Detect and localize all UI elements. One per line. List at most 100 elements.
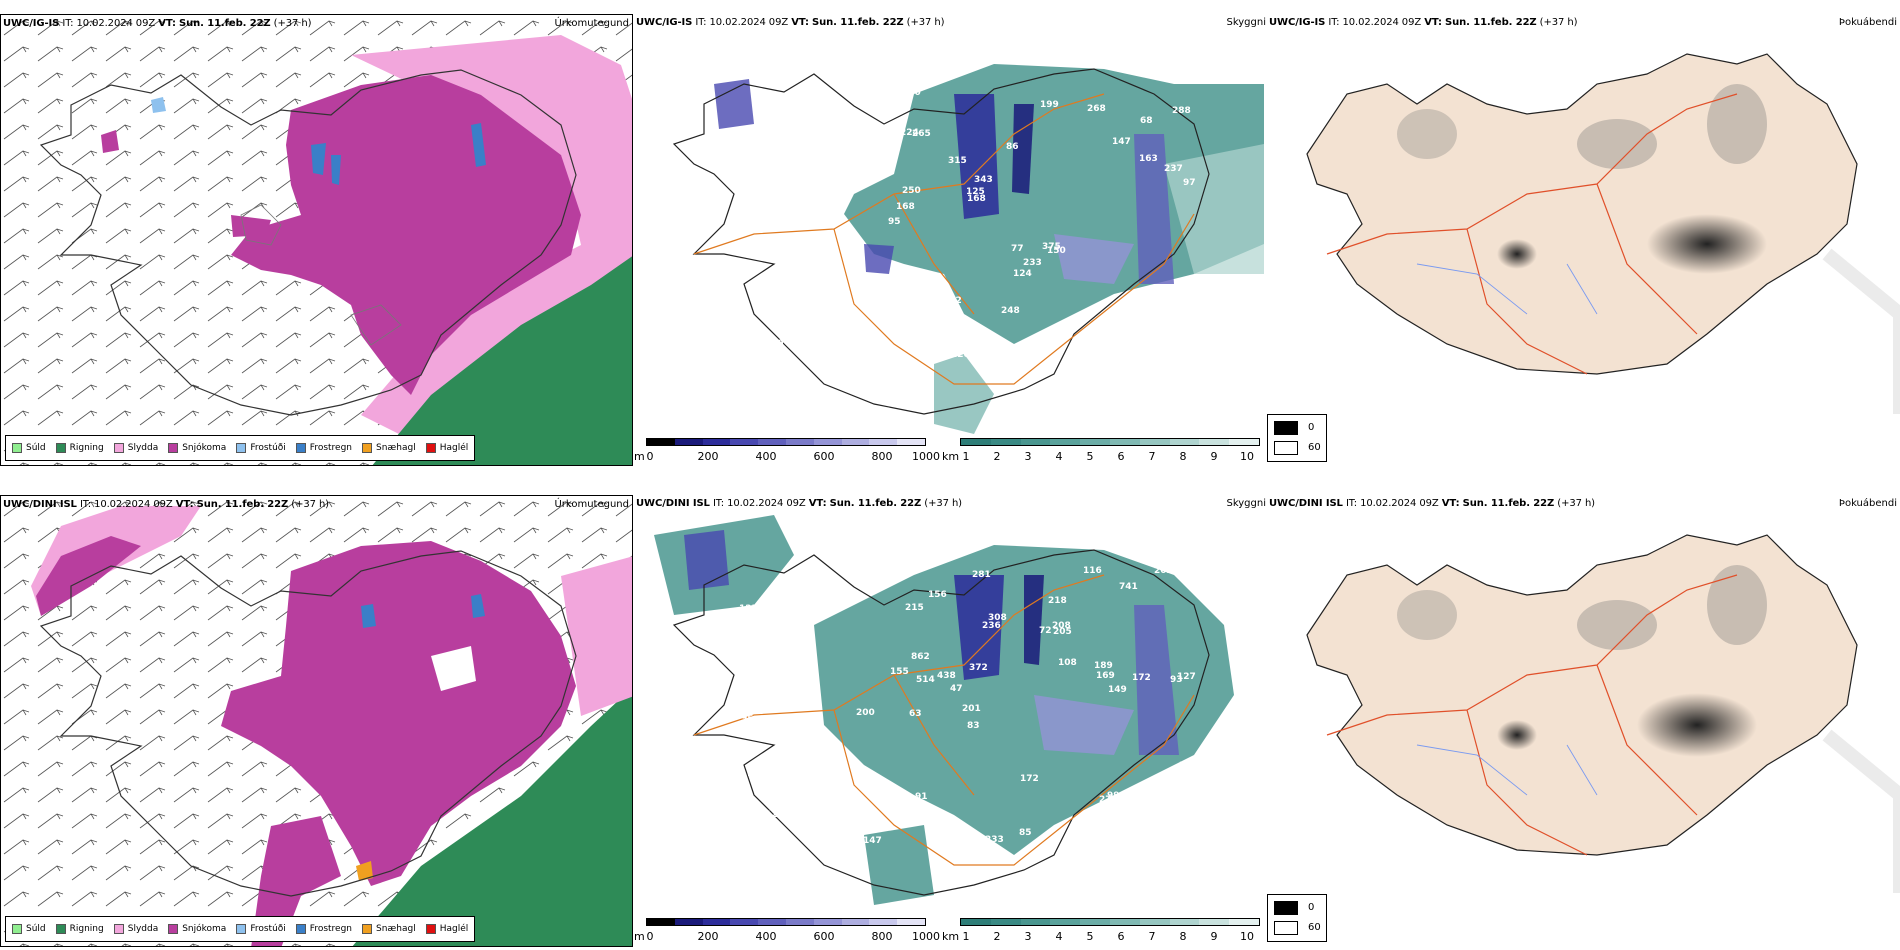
cloud-base-label: 102 xyxy=(1094,334,1113,344)
precip-panel-bottom: UWC/DINI ISL IT: 10.02.2024 09Z VT: Sun.… xyxy=(0,495,633,947)
cloud-base-label: 169 xyxy=(1096,671,1115,681)
cloud-base-label: 168 xyxy=(896,202,915,212)
cloud-base-label: 209 xyxy=(905,307,924,317)
cloud-base-label: 84 xyxy=(973,836,986,846)
cloud-base-label: 205 xyxy=(1053,627,1072,637)
cloud-base-label: 91 xyxy=(856,161,869,171)
cloud-base-label: 145 xyxy=(866,562,885,572)
cloud-base-label: 172 xyxy=(1020,774,1039,784)
cloud-base-label: 108 xyxy=(1058,658,1077,668)
fog-map-bottom xyxy=(1306,534,1900,893)
cloud-base-label: 147 xyxy=(1112,137,1131,147)
cloud-title-top: Skyggni xyxy=(1226,17,1266,28)
cloud-base-label: 477 xyxy=(717,642,736,652)
cloud-base-label: 862 xyxy=(911,652,930,662)
cloud-base-label: 232 xyxy=(843,163,862,173)
cloud-base-label: 93 xyxy=(1170,675,1183,685)
legend-item: Rigning xyxy=(55,924,104,934)
fog-map-top xyxy=(1306,53,1900,414)
cloud-base-label: 68 xyxy=(1140,116,1153,126)
cloud-base-label: 248 xyxy=(1001,306,1020,316)
cloud-base-label: 147 xyxy=(863,836,882,846)
cloud-base-label: 210 xyxy=(728,322,747,332)
cloud-base-label: 100 xyxy=(902,88,921,98)
cloud-base-label: 281 xyxy=(722,762,741,772)
cloud-base-label: 200 xyxy=(856,708,875,718)
legend-item: Slydda xyxy=(113,924,158,934)
cloud-base-label: 116 xyxy=(1083,566,1102,576)
cloud-base-label: 47 xyxy=(950,684,963,694)
cloud-base-label: 268 xyxy=(1087,104,1106,114)
cloud-base-label: 86 xyxy=(1006,142,1019,152)
cloud-base-label: 133 xyxy=(762,696,781,706)
fog-key-bottom: 0 60 xyxy=(1267,894,1327,942)
cloud-base-label: 397 xyxy=(1179,761,1198,771)
cloud-base-label: 252 xyxy=(897,298,916,308)
legend-item: Frostúði xyxy=(236,924,286,934)
cloud-base-label: 156 xyxy=(928,590,947,600)
cloud-base-label: 233 xyxy=(1023,258,1042,268)
fog-title-top: Þokuábendi xyxy=(1838,17,1897,28)
precip-header-top: UWC/IG-IS IT: 10.02.2024 09Z VT: Sun. 11… xyxy=(3,18,312,29)
cloud-base-label: 189 xyxy=(1094,661,1113,671)
legend-item: Haglél xyxy=(425,443,468,453)
legend-item: Frostregn xyxy=(295,924,352,934)
cloud-base-label: 99 xyxy=(1107,791,1120,801)
cloud-base-label: 199 xyxy=(1040,100,1059,110)
cloud-base-label: 155 xyxy=(890,667,909,677)
cloud-base-label: 224 xyxy=(900,128,919,138)
cloud-base-label: 375 xyxy=(1042,242,1061,252)
cloud-base-label: 127 xyxy=(1177,672,1196,682)
cloud-base-label: 177 xyxy=(747,769,766,779)
cloud-base-label: 157 xyxy=(814,776,833,786)
cloud-base-label: 315 xyxy=(948,156,967,166)
fog-key-top: 0 60 xyxy=(1267,414,1327,462)
precip-title-top: Úrkomutegund xyxy=(554,18,629,29)
cloud-base-label: 343 xyxy=(974,175,993,185)
cloud-base-label: 96 xyxy=(763,279,776,289)
cloud-base-label: 172 xyxy=(1132,673,1151,683)
cloud-base-label: 236 xyxy=(982,621,1001,631)
cloud-base-label: 50 xyxy=(771,339,784,349)
cloud-base-label: 208 xyxy=(855,574,874,584)
cloud-base-label: 208 xyxy=(1052,621,1071,631)
cloud-base-label: 126 xyxy=(729,349,748,359)
cloud-base-label: 478 xyxy=(792,173,811,183)
cloud-base-label: 328 xyxy=(1108,804,1127,814)
cloud-base-label: 271 xyxy=(1099,795,1118,805)
legend-item: Súld xyxy=(12,924,46,934)
cloud-title-bottom: Skyggni xyxy=(1226,498,1266,509)
precip-map-bottom xyxy=(1,496,632,946)
cloud-base-label: 741 xyxy=(1119,582,1138,592)
legend-item: Snæhagl xyxy=(362,443,416,453)
cloud-base-label: 251 xyxy=(779,590,798,600)
cloud-base-label: 261 xyxy=(1126,304,1145,314)
legend-item: Snjókoma xyxy=(168,924,226,934)
fog-title-bottom: Þokuábendi xyxy=(1838,498,1897,509)
visibility-scale-bottom: km 1 2 3 4 5 6 7 8 9 10 xyxy=(942,918,1262,946)
cloud-base-label: 201 xyxy=(962,704,981,714)
cloud-base-label: 91 xyxy=(915,792,928,802)
cloud-base-label: 150 xyxy=(1047,246,1066,256)
cloud-base-label: 97 xyxy=(1183,178,1196,188)
cloud-base-label: 149 xyxy=(1108,685,1127,695)
cloud-base-label: 149 xyxy=(755,823,774,833)
cloud-base-label: 163 xyxy=(1139,154,1158,164)
precip-map-top xyxy=(1,15,632,465)
cloud-base-label: 198 xyxy=(933,823,952,833)
cloud-base-label: 125 xyxy=(966,187,985,197)
precip-header-bottom: UWC/DINI ISL IT: 10.02.2024 09Z VT: Sun.… xyxy=(3,499,329,510)
cloud-base-label: 204 xyxy=(816,331,835,341)
fog-panel-top: UWC/IG-IS IT: 10.02.2024 09Z VT: Sun. 11… xyxy=(1267,14,1900,414)
cloud-base-label: 95 xyxy=(741,714,754,724)
cloud-base-label: 77 xyxy=(1011,244,1024,254)
cloud-base-label: 206 xyxy=(733,340,752,350)
cloud-base-label: 72 xyxy=(1039,626,1052,636)
cloud-base-label: 176 xyxy=(754,126,773,136)
cloud-base-label: 127 xyxy=(770,353,789,363)
legend-item: Slydda xyxy=(113,443,158,453)
cloud-base-label: 281 xyxy=(972,570,991,580)
fog-panel-bottom: UWC/DINI ISL IT: 10.02.2024 09Z VT: Sun.… xyxy=(1267,495,1900,893)
